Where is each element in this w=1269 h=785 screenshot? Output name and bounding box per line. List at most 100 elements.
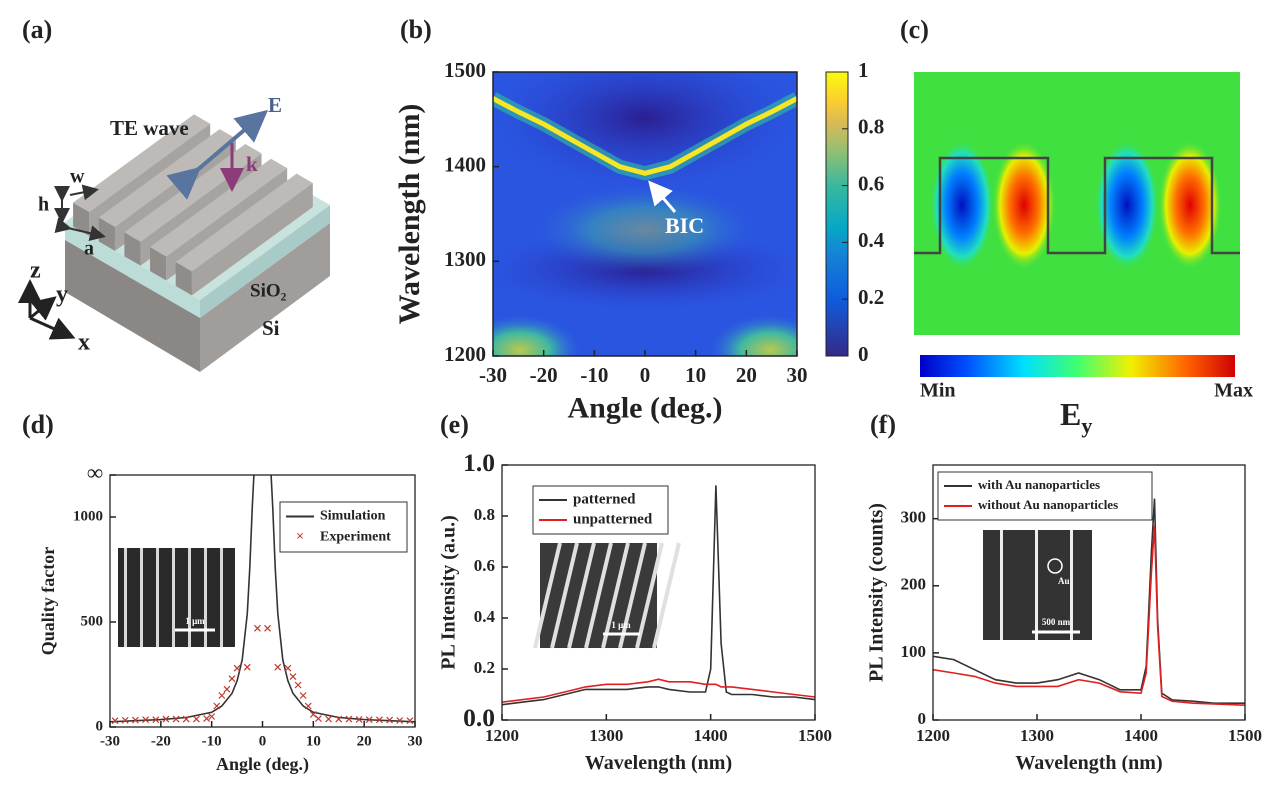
x-tick-label: 10 <box>685 363 706 387</box>
point <box>223 685 231 693</box>
scale-label: 1 μm <box>611 620 631 630</box>
y-tick-label: 300 <box>901 508 927 527</box>
stripe <box>652 542 681 649</box>
symbol: E <box>1060 396 1081 432</box>
stripe <box>172 548 175 647</box>
y-tick-label: 1400 <box>444 152 486 176</box>
sem-inset: 1 μm <box>533 542 681 649</box>
point <box>299 692 307 699</box>
colorbar-label: 0.2 <box>858 285 884 309</box>
label: x <box>78 330 90 356</box>
label: z <box>30 258 41 284</box>
scale-label: 500 nm <box>1042 617 1071 627</box>
x-tick-label: -20 <box>151 733 171 749</box>
legend-label: without Au nanoparticles <box>978 497 1118 512</box>
stripe <box>533 542 562 649</box>
legend-label: Experiment <box>320 530 391 545</box>
x-tick-label: 30 <box>408 733 423 749</box>
point <box>218 692 226 699</box>
label: k <box>246 152 258 176</box>
ridge-front <box>124 232 141 266</box>
legend <box>937 471 1153 521</box>
scale-label: 1 μm <box>185 616 205 626</box>
label: SiO₂ <box>250 280 287 301</box>
point <box>284 664 292 672</box>
plot-frame <box>109 474 416 728</box>
ridge-front <box>150 247 167 281</box>
line <box>932 525 1246 706</box>
y-axis-label: Wavelength (nm) <box>393 104 426 325</box>
point <box>314 715 322 723</box>
colorbar-label: 0.6 <box>858 171 884 195</box>
x-tick-label: 1400 <box>694 726 728 745</box>
point <box>121 716 129 724</box>
colorbar-label: 0.8 <box>858 115 884 139</box>
x-tick-label: -10 <box>580 363 608 387</box>
y-tick-label: 0 <box>96 718 104 734</box>
point <box>294 681 302 689</box>
point <box>203 715 211 723</box>
stripe <box>567 542 596 649</box>
stripe <box>601 542 630 649</box>
point <box>111 717 119 725</box>
heatmap <box>493 72 797 356</box>
y-tick-label: 0.0 <box>463 703 495 732</box>
x-tick-label: 0 <box>259 733 267 749</box>
annotation: BIC <box>665 213 704 238</box>
y-tick-label: 0 <box>918 709 927 728</box>
ridge-top <box>175 173 313 272</box>
x-tick-label: 20 <box>357 733 372 749</box>
point <box>228 675 236 683</box>
y-tick-label: 0.2 <box>474 658 495 677</box>
point <box>213 702 221 710</box>
x-axis-label: Wavelength (nm) <box>585 752 732 774</box>
x-axis-label: Angle (deg.) <box>216 754 309 775</box>
stripe <box>204 548 207 647</box>
annotation-arrow <box>648 180 677 213</box>
y-tick-label: 200 <box>901 575 927 594</box>
label: E <box>268 93 282 117</box>
y-tick-label: 0.4 <box>474 607 496 626</box>
plot-frame <box>492 71 798 357</box>
point <box>152 716 160 724</box>
point <box>355 716 363 723</box>
stripe <box>156 548 159 647</box>
point <box>233 664 241 672</box>
stripe <box>188 548 191 647</box>
ridge-front <box>175 261 192 296</box>
legend-swatch: × <box>296 530 304 545</box>
stripe <box>220 548 223 647</box>
x-tick-label: 10 <box>306 733 321 749</box>
legend <box>532 485 669 535</box>
y-axis-label: PL Intensity (a.u.) <box>438 515 460 669</box>
x-tick-label: 0 <box>640 363 651 387</box>
colorbar-label: 1 <box>858 58 869 82</box>
stripe <box>124 548 127 647</box>
x-axis-label: Angle (deg.) <box>568 391 723 424</box>
x-tick-label: 1500 <box>798 726 832 745</box>
colorbar-label: 0.4 <box>858 228 885 252</box>
quantity: Ey <box>1060 396 1092 438</box>
x-tick-label: 30 <box>787 363 808 387</box>
point <box>243 663 251 671</box>
legend-label: patterned <box>573 491 636 507</box>
line <box>932 498 1245 704</box>
plot-frame <box>501 464 816 721</box>
y-tick-label: ∞ <box>87 460 103 485</box>
stripe <box>618 542 647 649</box>
point <box>396 717 404 724</box>
x-tick-label: 20 <box>736 363 757 387</box>
line <box>501 485 816 706</box>
y-tick-label: 500 <box>81 613 104 629</box>
point <box>264 624 272 632</box>
point <box>208 713 216 720</box>
x-tick-label: -30 <box>479 363 507 387</box>
panel-label: (b) <box>400 15 432 44</box>
y-tick-label: 1.0 <box>463 448 495 477</box>
colorbar-label: Min <box>920 380 956 402</box>
point <box>162 715 170 723</box>
y-tick-label: 100 <box>901 642 927 661</box>
point <box>131 716 139 724</box>
panel-label: (a) <box>22 15 52 44</box>
colorbar-label: Max <box>1214 380 1253 402</box>
